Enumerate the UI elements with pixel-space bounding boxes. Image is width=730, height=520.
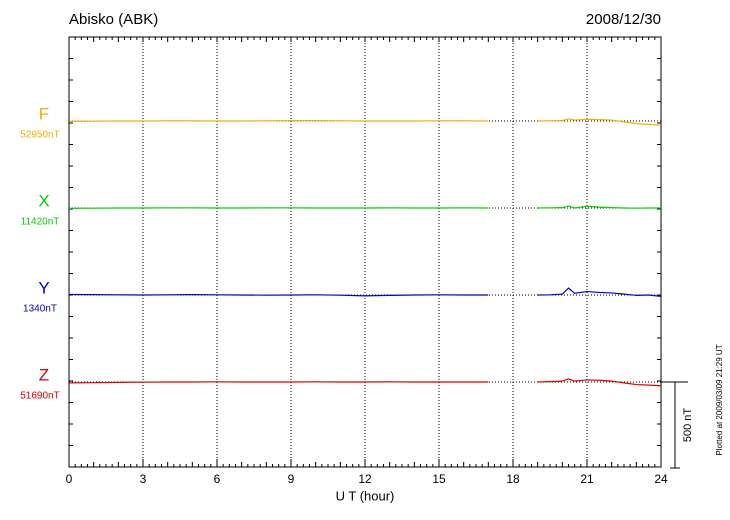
series-baseline: 1340nT	[23, 304, 57, 315]
x-tick-label: 24	[654, 472, 668, 486]
plot-note: Plotted at 2009/03/09 21:29 UT	[715, 344, 724, 455]
x-tick-label: 6	[214, 472, 221, 486]
x-tick-label: 15	[432, 472, 446, 486]
x-tick-label: 9	[288, 472, 295, 486]
scale-bar-label: 500 nT	[682, 408, 694, 443]
series-baseline: 52950nT	[20, 130, 59, 141]
series-baseline: 51690nT	[20, 391, 59, 402]
series-name: Y	[38, 278, 49, 297]
series-line	[68, 205, 661, 209]
x-tick-label: 21	[580, 472, 594, 486]
series-line	[68, 378, 662, 387]
x-tick-label: 18	[506, 472, 520, 486]
series-name: Z	[39, 365, 49, 384]
series-name: X	[38, 191, 49, 210]
x-axis-label: U T (hour)	[336, 488, 395, 503]
x-tick-label: 3	[140, 472, 147, 486]
series-baseline: 11420nT	[21, 217, 60, 228]
chart-date: 2008/12/30	[586, 11, 661, 28]
chart-title: Abisko (ABK)	[69, 11, 158, 28]
x-tick-label: 0	[66, 472, 73, 486]
x-tick-label: 12	[358, 472, 372, 486]
series-line	[68, 287, 662, 297]
series-name: F	[39, 104, 49, 123]
series-line	[68, 118, 662, 126]
plot-frame	[68, 36, 662, 468]
